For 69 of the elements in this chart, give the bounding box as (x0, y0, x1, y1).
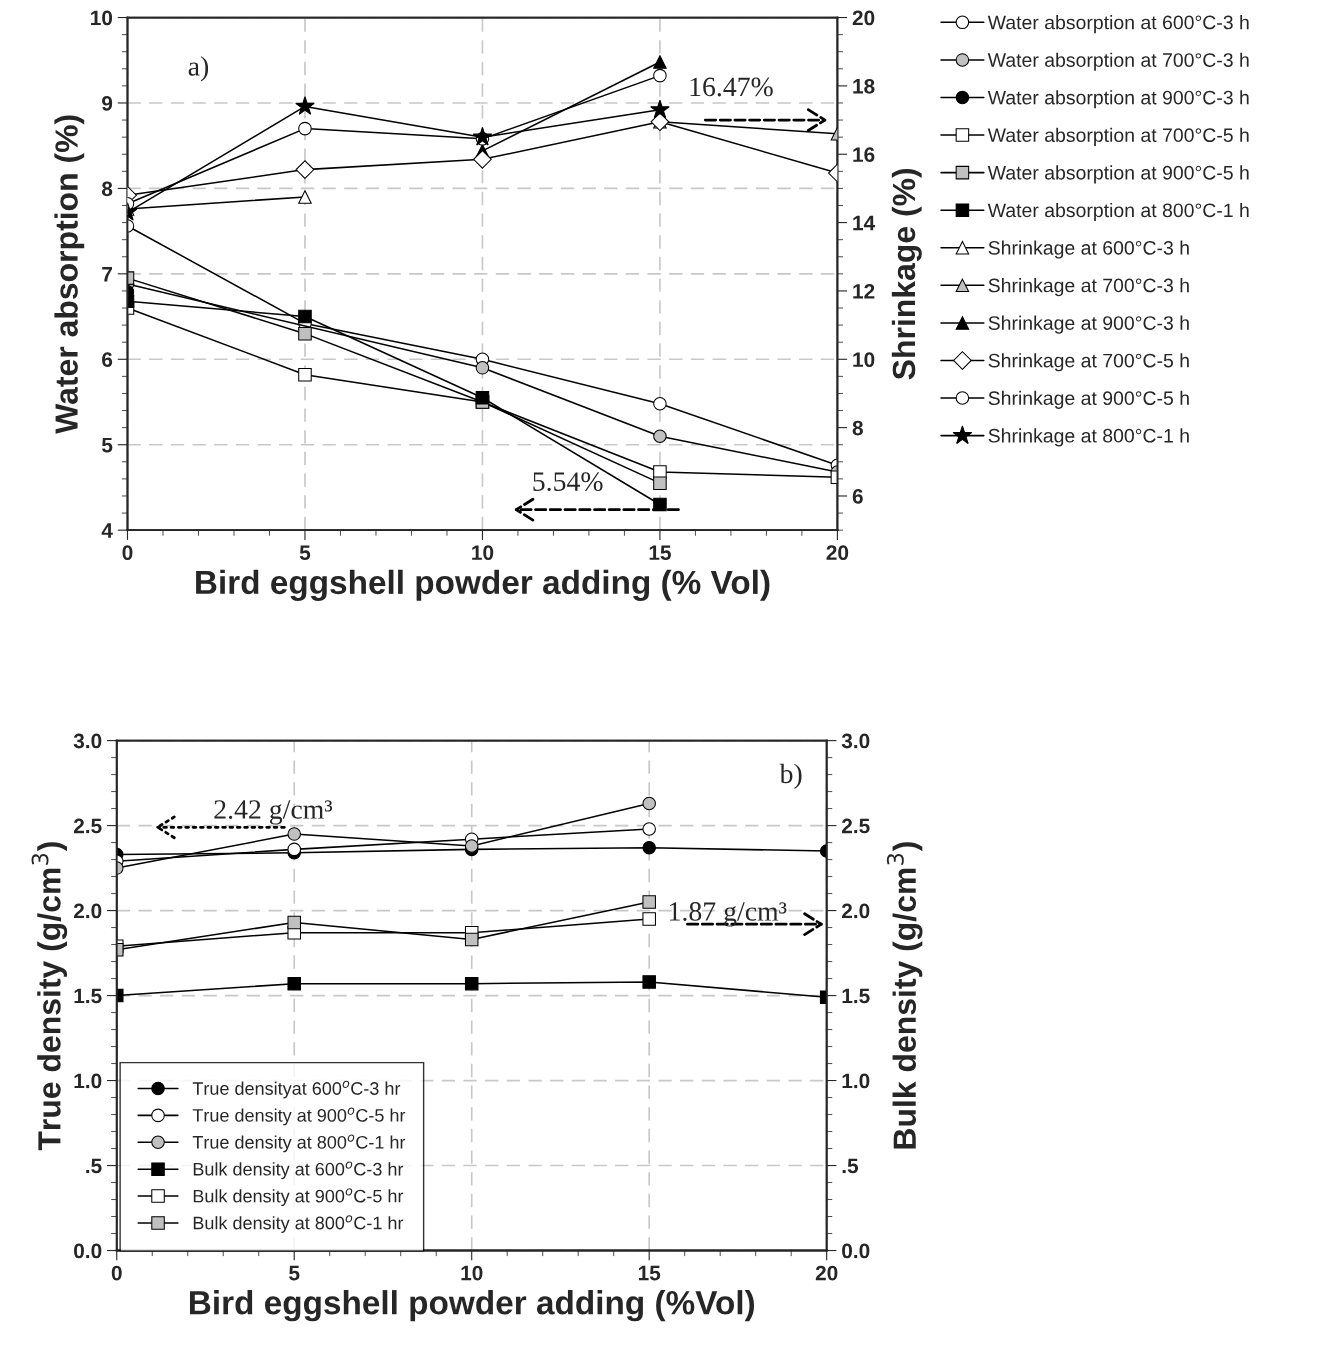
y-tick-label: 2.5 (73, 818, 102, 834)
x-tick-label: 20 (826, 545, 849, 561)
legend-label: Bulk density at 800$^{o}$C-1 hr (193, 1215, 404, 1233)
legend-label: Water absorption at 900°C-5 h (987, 165, 1249, 184)
y2-tick-label: 0.0 (842, 1243, 870, 1259)
y2-tick-label: 1.5 (842, 988, 870, 1004)
annotation: 5.54% (533, 472, 603, 492)
y-tick-label: 1.5 (74, 988, 102, 1004)
legend-label: Water absorption at 800°C-1 h (987, 202, 1249, 222)
legend-label: True densityat 600$^{o}$C-3 hr (192, 1080, 401, 1099)
annotation: b) (779, 763, 802, 789)
y-tick-label: 6 (102, 352, 113, 368)
x-tick-label: 15 (649, 545, 671, 561)
y2-axis-title: Shrinkage (%) (891, 168, 922, 380)
legend-label: Shrinkage at 900°C-3 h (988, 315, 1189, 334)
y2-tick-label: 10 (853, 352, 875, 368)
legend-label: Shrinkage at 700°C-3 h (988, 278, 1189, 297)
legend-label: Water absorption at 700°C-3 h (987, 52, 1249, 71)
legend-label: Shrinkage at 900°C-5 h (988, 390, 1189, 409)
y-tick-label: 9 (102, 95, 113, 111)
y2-tick-label: 20 (852, 10, 875, 26)
legend-label: Water absorption at 600°C-3 h (987, 15, 1249, 34)
y2-axis-title: Bulk density (g/cm$^{3}$) (886, 842, 923, 1149)
y2-tick-label: 6 (852, 488, 863, 504)
x-tick-label: 10 (461, 1265, 483, 1281)
x-tick-label: 20 (815, 1265, 838, 1281)
x-tick-label: 15 (638, 1265, 661, 1281)
annotation: 2.42 g/cm³ (214, 800, 333, 825)
y-tick-label: 10 (91, 10, 113, 26)
y-tick-label: 3.0 (73, 733, 102, 749)
y2-tick-label: 3.0 (841, 733, 870, 749)
y-tick-label: 7 (102, 267, 112, 282)
legend-label: Bulk density at 900$^{o}$C-5 hr (193, 1188, 404, 1207)
y2-tick-label: 14 (853, 215, 876, 231)
y-tick-label: 2.0 (73, 903, 102, 919)
annotation: 16.47% (690, 77, 773, 97)
legend-label: Water absorption at 900°C-3 h (987, 90, 1249, 109)
y2-tick-label: 18 (853, 78, 875, 94)
legend-label: Water absorption at 700°C-5 h (987, 127, 1249, 146)
y2-tick-label: 16 (853, 147, 875, 162)
y-tick-label: 5 (101, 437, 113, 453)
legend-label: Shrinkage at 800°C-1 h (988, 428, 1189, 447)
annotation: 1.87 g/cm³ (670, 902, 787, 927)
x-tick-label: 5 (289, 1265, 300, 1281)
x-axis-title: Bird eggshell powder adding (%Vol) (189, 1290, 755, 1322)
legend-label: Bulk density at 600$^{o}$C-3 hr (193, 1161, 404, 1180)
legend-label: True density at 800$^{o}$C-1 hr (192, 1134, 406, 1153)
x-axis-title: Bird eggshell powder adding (% Vol) (196, 569, 770, 601)
x-tick-label: 0 (122, 545, 133, 561)
x-tick-label: 10 (472, 545, 494, 561)
y-axis-title: Water absorption (%) (54, 115, 85, 434)
x-tick-label: 5 (299, 545, 311, 561)
legend-label: Shrinkage at 700°C-5 h (988, 353, 1189, 372)
y2-tick-label: 12 (853, 283, 875, 299)
y-tick-label: 8 (101, 181, 113, 197)
annotation: a) (188, 56, 209, 82)
y2-tick-label: 2.5 (841, 818, 870, 834)
y-tick-label: 1.0 (74, 1073, 102, 1089)
y2-tick-label: 1.0 (842, 1073, 870, 1089)
y-tick-label: 0.0 (74, 1243, 102, 1259)
y-axis-title: True density (g/cm$^{3}$) (31, 842, 68, 1151)
x-tick-label: 0 (111, 1265, 122, 1281)
y2-tick-label: 8 (852, 420, 863, 436)
y-tick-label: .5 (86, 1158, 102, 1174)
y2-tick-label: .5 (842, 1158, 859, 1174)
legend-label: Shrinkage at 600°C-3 h (988, 240, 1189, 259)
legend-label: True density at 900$^{o}$C-5 hr (192, 1107, 406, 1126)
y-tick-label: 4 (101, 523, 113, 538)
y2-tick-label: 2.0 (841, 903, 870, 919)
